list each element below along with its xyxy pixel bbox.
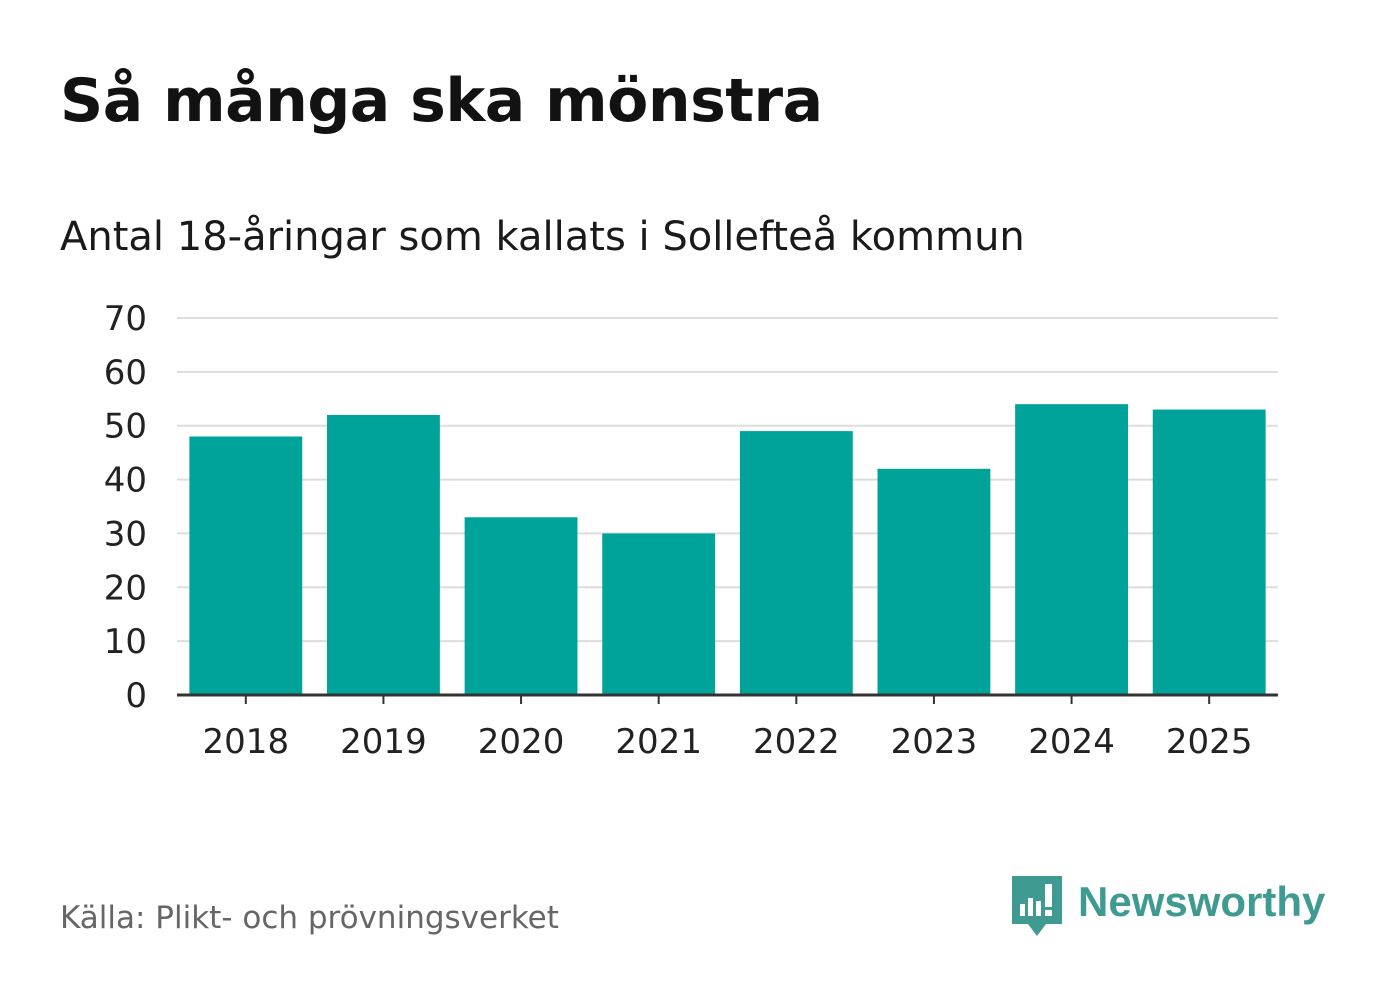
bar-chart: 0 10 20 30 40 50 60 70 2018 2019 2020 2021 2022 2023… xyxy=(104,299,1278,762)
x-tick-label: 2020 xyxy=(478,722,565,762)
bars xyxy=(189,404,1266,695)
brand-name: Newsworthy xyxy=(1078,878,1326,925)
x-tick-label: 2024 xyxy=(1028,722,1115,762)
x-tick-label: 2021 xyxy=(615,722,702,762)
brand-logo: Newsworthy xyxy=(1012,876,1325,940)
y-tick-label: 20 xyxy=(104,568,147,608)
y-axis-ticks: 0 10 20 30 40 50 60 70 xyxy=(104,299,147,716)
source-note: Källa: Plikt- och prövningsverket xyxy=(60,900,559,936)
y-tick-label: 70 xyxy=(104,299,147,339)
bar-2023 xyxy=(877,468,991,695)
chart-subtitle: Antal 18-åringar som kallats i Sollefteå… xyxy=(60,214,1025,260)
bar-2022 xyxy=(739,431,853,695)
y-tick-label: 0 xyxy=(125,676,147,716)
bar-2018 xyxy=(189,436,303,695)
bar-2021 xyxy=(602,533,716,695)
bar-2019 xyxy=(327,414,440,695)
bar-2025 xyxy=(1152,409,1266,695)
x-tick-label: 2023 xyxy=(891,722,978,762)
x-tick-label: 2025 xyxy=(1166,722,1253,762)
bar-2020 xyxy=(464,517,578,695)
y-tick-label: 10 xyxy=(104,622,147,662)
y-tick-label: 50 xyxy=(104,407,147,447)
x-tick-label: 2019 xyxy=(340,722,427,762)
x-tick-label: 2022 xyxy=(753,722,840,762)
y-tick-label: 40 xyxy=(104,461,147,501)
x-tick-label: 2018 xyxy=(203,722,290,762)
newsworthy-logo-icon xyxy=(1012,876,1062,936)
chart-title: Så många ska mönstra xyxy=(60,66,823,136)
bar-2024 xyxy=(1015,404,1128,695)
x-axis-ticks: 2018 2019 2020 2021 2022 2023 2024 2025 xyxy=(203,695,1253,762)
y-tick-label: 60 xyxy=(104,353,147,393)
y-tick-label: 30 xyxy=(104,514,147,554)
